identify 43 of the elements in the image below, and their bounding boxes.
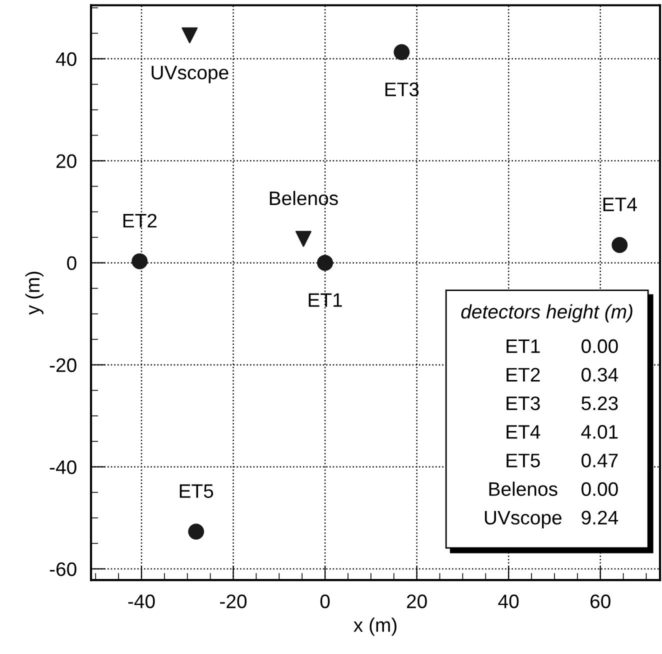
x-tick-label: -20 <box>220 594 247 608</box>
annotation: 4.01 <box>581 425 618 439</box>
point <box>394 44 410 60</box>
annotation: ET2 <box>123 214 157 228</box>
y-tick-label: -40 <box>50 460 76 474</box>
point <box>296 230 312 247</box>
annotation: 9.24 <box>582 510 618 525</box>
y-tick-label: -20 <box>50 358 76 372</box>
point <box>317 254 334 271</box>
annotation: ET3 <box>385 82 419 96</box>
x-tick-label: 60 <box>590 594 610 608</box>
annotation: ET3 <box>506 396 540 410</box>
x-tick-label: 20 <box>406 594 427 608</box>
annotation: ET5 <box>506 454 540 468</box>
point <box>188 524 204 540</box>
point <box>612 236 628 253</box>
annotation: ET1 <box>506 340 540 353</box>
annotation: ET5 <box>180 484 214 498</box>
x-tick-label: 40 <box>498 594 519 608</box>
x-tick-label: -40 <box>128 594 155 608</box>
y-tick-label: 0 <box>67 256 76 270</box>
y-tick-label: 20 <box>56 154 76 168</box>
y-tick-label: 40 <box>56 52 76 66</box>
annotation: detectors height (m) <box>461 304 632 322</box>
annotation: 0.34 <box>582 368 618 382</box>
annotation: UVscope <box>484 510 562 528</box>
annotation: ET4 <box>603 198 637 212</box>
annotation: Belenos <box>489 482 558 496</box>
annotation: Belenos <box>270 190 338 206</box>
point <box>182 27 198 44</box>
annotation: ET1 <box>308 293 342 307</box>
annotation: 0.47 <box>582 454 618 468</box>
x-axis-title: x (m) <box>354 618 396 636</box>
y-tick-label: -60 <box>50 562 76 576</box>
annotation: 0.00 <box>582 339 618 354</box>
y-axis-title: y (m) <box>25 272 44 315</box>
x-tick-label: 0 <box>320 594 330 608</box>
annotation: UVscope <box>152 66 228 84</box>
annotation: ET4 <box>506 425 540 439</box>
annotation: 5.23 <box>582 396 618 410</box>
annotation: 0.00 <box>582 482 618 496</box>
annotation: ET2 <box>506 368 540 382</box>
point <box>132 253 148 270</box>
